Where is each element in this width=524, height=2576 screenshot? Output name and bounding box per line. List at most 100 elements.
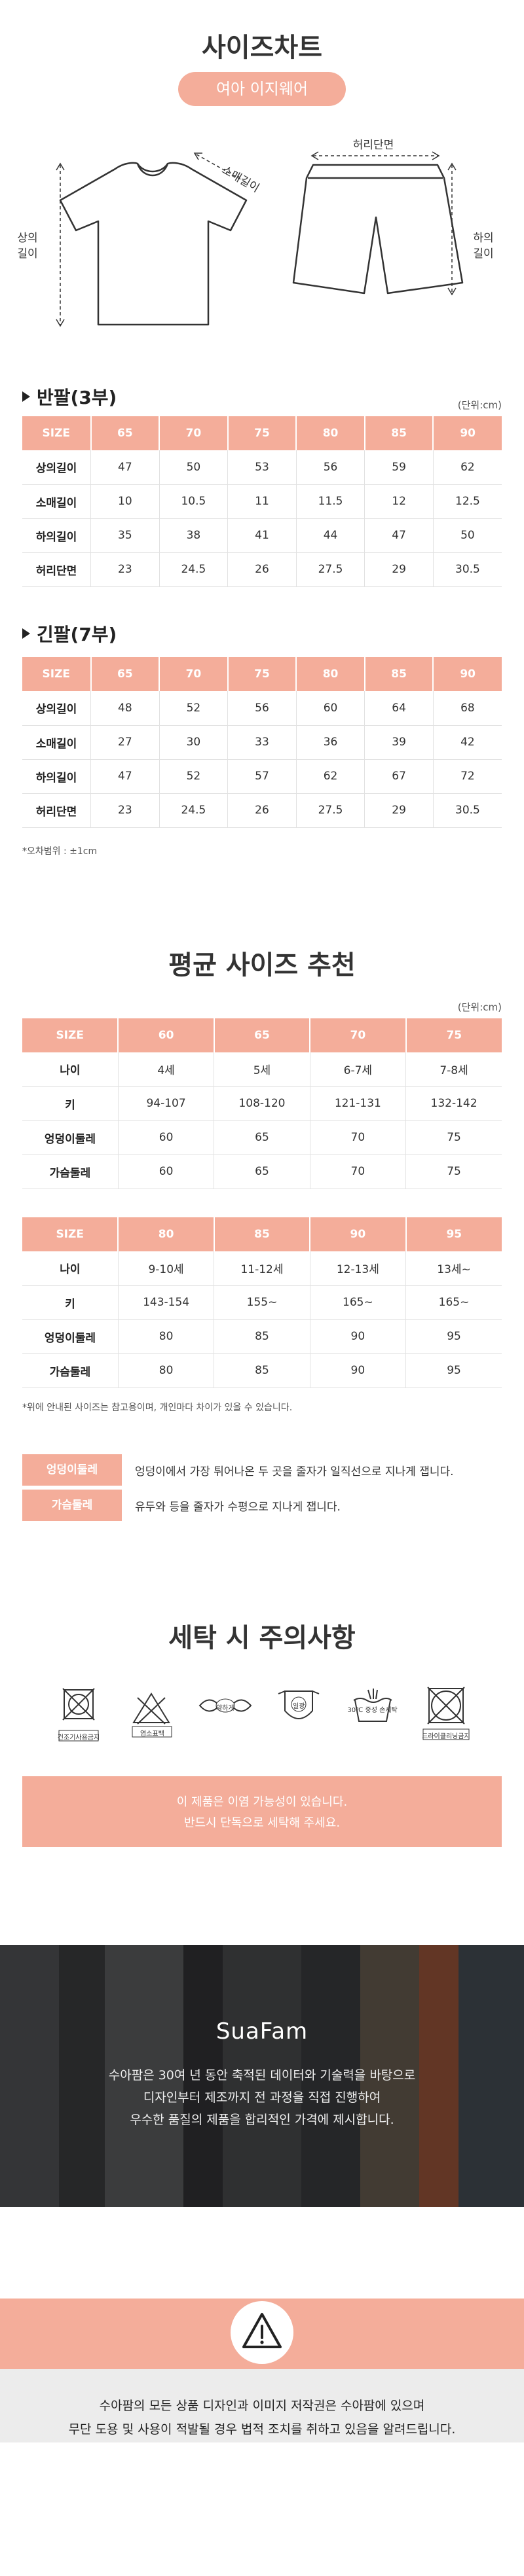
long-sleeve-heading: 긴팔(7부) — [22, 620, 117, 647]
table-cell: 42 — [432, 725, 502, 760]
table-cell: 121-131 — [309, 1086, 406, 1121]
table-header-cell: SIZE — [22, 416, 91, 450]
table-cell: 165~ — [309, 1285, 406, 1320]
table-header-cell: 65 — [90, 416, 160, 450]
definition-hip: 엉덩이둘레 엉덩이에서 가장 튀어나온 두 곳을 줄자가 일직선으로 지나게 잽… — [22, 1454, 454, 1486]
table-row: 나이 4세 5세 6-7세 7-8세 — [22, 1052, 502, 1087]
table-header-cell: 80 — [295, 416, 365, 450]
recommend-table-1: SIZE 60 65 70 75 나이 4세 5세 6-7세 7-8세 키 94-107 108-1… — [22, 1018, 502, 1189]
table-header-cell: 90 — [432, 657, 502, 691]
table-cell: 44 — [295, 518, 365, 553]
table-cell: 23 — [90, 793, 160, 828]
table-row: 허리단면 23 24.5 26 27.5 29 30.5 — [22, 552, 502, 587]
table-header-cell: 95 — [405, 1217, 502, 1251]
table-row: 엉덩이둘레 60 65 70 75 — [22, 1120, 502, 1155]
table-cell: 5세 — [214, 1052, 310, 1087]
table-cell: 62 — [295, 759, 365, 794]
table-cell: 38 — [159, 518, 228, 553]
table-cell: 가슴둘레 — [22, 1154, 119, 1189]
table-row: 하의길이 35 38 41 44 47 50 — [22, 518, 502, 553]
brand-description: 수아팜은 30여 년 동안 축적된 데이터와 기술력을 바탕으로 디자인부터 제… — [108, 2068, 416, 2127]
table-cell: 75 — [405, 1120, 502, 1155]
table-cell: 72 — [432, 759, 502, 794]
table-header-cell: 85 — [364, 657, 434, 691]
table-header-cell: 80 — [295, 657, 365, 691]
table-cell: 68 — [432, 691, 502, 726]
table-cell: 7-8세 — [405, 1052, 502, 1087]
table-cell: 나이 — [22, 1052, 119, 1087]
no-dry-clean-icon: 드라이클리닝금지 — [417, 1681, 476, 1746]
table-cell: 엉덩이둘레 — [22, 1120, 119, 1155]
dye-transfer-notice: 이 제품은 이염 가능성이 있습니다. 반드시 단독으로 세탁해 주세요. — [22, 1776, 502, 1847]
table-cell: 57 — [227, 759, 297, 794]
table-cell: 4세 — [117, 1052, 214, 1087]
table-header-cell: 85 — [364, 416, 434, 450]
recommend-table-2: SIZE 80 85 90 95 나이 9-10세 11-12세 12-13세 13세~ 키 14… — [22, 1217, 502, 1388]
waist-label: 허리단면 — [352, 139, 394, 152]
table-cell: 60 — [117, 1120, 214, 1155]
table-row: 하의길이 47 52 57 62 67 72 — [22, 759, 502, 794]
care-title: 세탁 시 주의사항 — [168, 1623, 356, 1653]
table-cell: 27.5 — [295, 552, 365, 587]
table-cell: 50 — [159, 450, 228, 485]
table-cell: 90 — [309, 1319, 406, 1354]
size-chart-title: 사이즈차트 — [202, 33, 322, 63]
table-cell: 12 — [364, 484, 434, 519]
garment-diagram — [56, 151, 464, 327]
table-cell: 56 — [295, 450, 365, 485]
table-row: 엉덩이둘레 80 85 90 95 — [22, 1319, 502, 1354]
short-sleeve-size-table: SIZE 65 70 75 80 85 90 상의길이 47 50 53 56 59 62 소매길이 10… — [22, 416, 502, 587]
brand-logo: SuaFam — [215, 2018, 309, 2045]
top-length-label: 상의 길이 — [17, 232, 38, 260]
table-cell: 상의길이 — [22, 450, 91, 485]
table-cell: 30.5 — [432, 793, 502, 828]
table-cell: 12.5 — [432, 484, 502, 519]
table-row: 상의길이 47 50 53 56 59 62 — [22, 450, 502, 485]
table-cell: 11-12세 — [214, 1251, 310, 1286]
care-icon-row: 건조기사용금지 염소표백 약하게 일광 — [48, 1681, 476, 1746]
table-cell: 155~ — [214, 1285, 310, 1320]
no-dryer-icon: 건조기사용금지 — [48, 1681, 107, 1746]
product-subtitle-badge: 여아 이지웨어 — [178, 72, 346, 106]
table-header-cell: 90 — [309, 1217, 406, 1251]
shade-dry-icon: 일광 — [269, 1681, 328, 1746]
table-cell: 95 — [405, 1319, 502, 1354]
table-cell: 24.5 — [159, 552, 228, 587]
table-cell: 26 — [227, 793, 297, 828]
table-cell: 85 — [214, 1353, 310, 1388]
table-cell: 10.5 — [159, 484, 228, 519]
table-cell: 6-7세 — [309, 1052, 406, 1087]
table-header-cell: 90 — [432, 416, 502, 450]
table-header-cell: SIZE — [22, 1018, 119, 1052]
table-header-cell: 65 — [213, 1018, 310, 1052]
table-cell: 52 — [159, 691, 228, 726]
definition-chest: 가슴둘레 유두와 등을 줄자가 수평으로 지나게 잽니다. — [22, 1490, 341, 1521]
table-cell: 67 — [364, 759, 434, 794]
table-row: 상의길이 48 52 56 60 64 68 — [22, 691, 502, 726]
table-cell: 64 — [364, 691, 434, 726]
table-cell: 85 — [214, 1319, 310, 1354]
table-cell: 키 — [22, 1086, 119, 1121]
table-row: 소매길이 27 30 33 36 39 42 — [22, 725, 502, 760]
table-cell: 94-107 — [117, 1086, 214, 1121]
table-header-cell: SIZE — [22, 1217, 119, 1251]
table-header-cell: 75 — [227, 657, 297, 691]
table-cell: 70 — [309, 1154, 406, 1189]
short-sleeve-heading: 반팔(3부) — [22, 384, 117, 410]
table-row: 가슴둘레 60 65 70 75 — [22, 1154, 502, 1189]
recommend-note: *위에 안내된 사이즈는 참고용이며, 개인마다 차이가 있을 수 있습니다. — [22, 1403, 293, 1413]
sleeve-length-arrow — [196, 154, 248, 184]
definition-term: 가슴둘레 — [22, 1490, 122, 1521]
table-cell: 108-120 — [214, 1086, 310, 1121]
table-cell: 53 — [227, 450, 297, 485]
table-cell: 하의길이 — [22, 759, 91, 794]
table-cell: 95 — [405, 1353, 502, 1388]
triangle-bullet-icon — [22, 628, 30, 639]
tshirt-illustration — [59, 162, 248, 326]
no-wring-icon: 약하게 — [196, 1681, 255, 1746]
copyright-box — [0, 2369, 524, 2442]
table-header-cell: 70 — [159, 657, 228, 691]
table-cell: 35 — [90, 518, 160, 553]
table-header-cell: 70 — [309, 1018, 406, 1052]
table-cell: 24.5 — [159, 793, 228, 828]
